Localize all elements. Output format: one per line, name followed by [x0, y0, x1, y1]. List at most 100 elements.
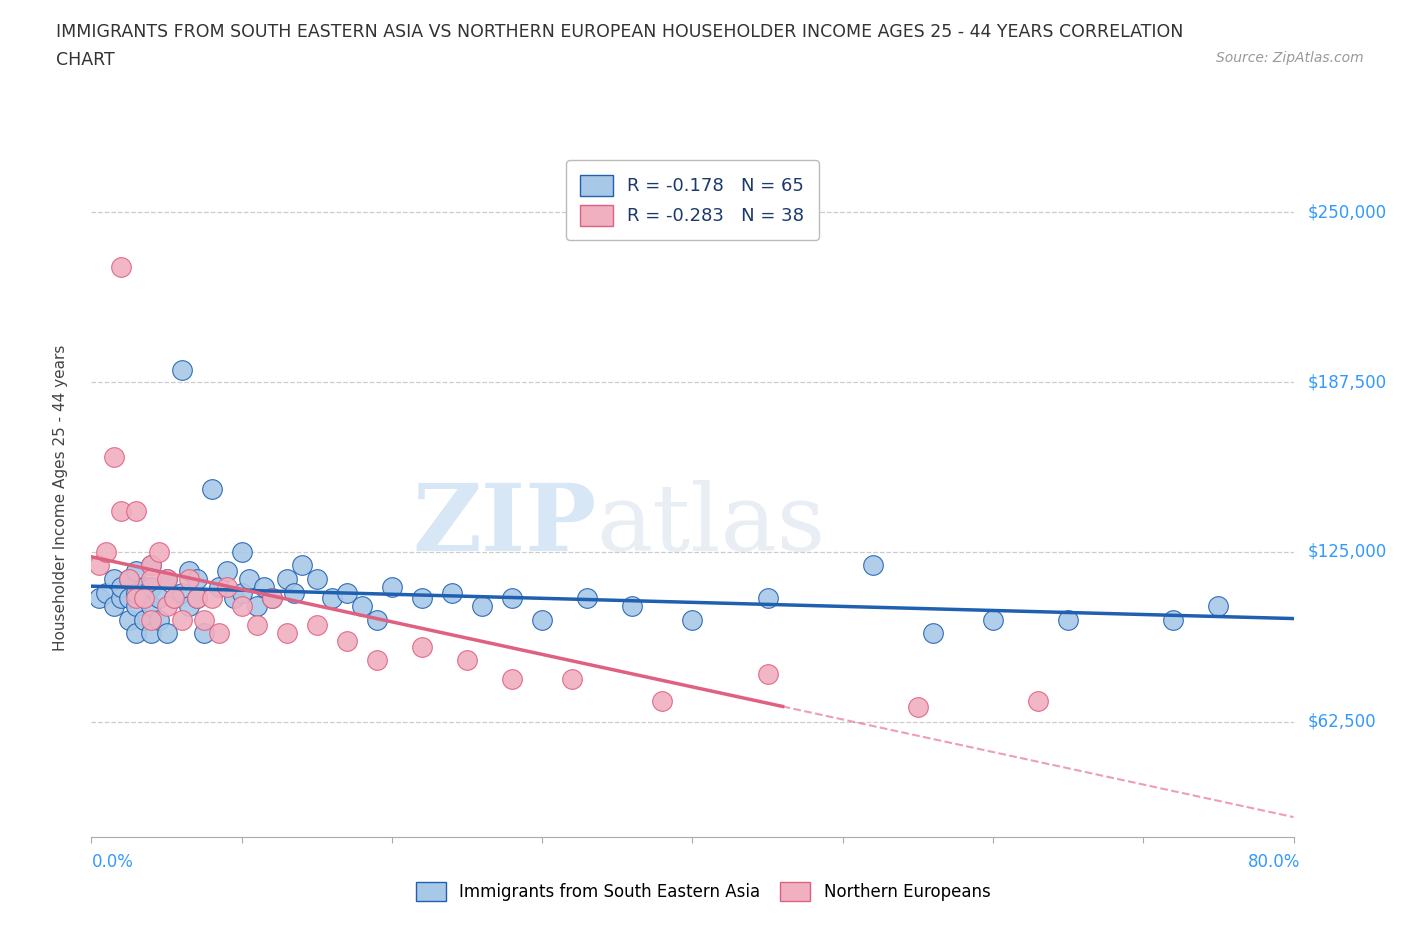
Point [186, 591, 208, 605]
Point [576, 591, 599, 605]
Point [501, 672, 523, 687]
Point [170, 363, 193, 378]
Point [531, 612, 554, 627]
Point [501, 591, 523, 605]
Point [456, 653, 478, 668]
Point [103, 449, 125, 464]
Point [246, 618, 269, 632]
Point [246, 599, 269, 614]
Point [1161, 612, 1184, 627]
Text: 80.0%: 80.0% [1249, 853, 1301, 870]
Point [125, 591, 148, 605]
Point [170, 585, 193, 600]
Point [125, 504, 148, 519]
Point [1208, 599, 1230, 614]
Point [471, 599, 494, 614]
Text: IMMIGRANTS FROM SOUTH EASTERN ASIA VS NORTHERN EUROPEAN HOUSEHOLDER INCOME AGES : IMMIGRANTS FROM SOUTH EASTERN ASIA VS NO… [56, 23, 1184, 41]
Point [125, 626, 148, 641]
Point [681, 612, 703, 627]
Point [193, 626, 215, 641]
Point [756, 591, 779, 605]
Point [163, 591, 186, 605]
Point [118, 572, 141, 587]
Point [170, 612, 193, 627]
Point [87, 558, 110, 573]
Point [1057, 612, 1080, 627]
Point [336, 585, 359, 600]
Point [132, 579, 155, 594]
Point [253, 579, 276, 594]
Point [110, 591, 132, 605]
Point [411, 640, 433, 655]
Point [350, 599, 373, 614]
Point [366, 612, 388, 627]
Point [231, 544, 253, 559]
Text: $250,000: $250,000 [1308, 204, 1386, 221]
Point [155, 572, 177, 587]
Point [125, 564, 148, 578]
Point [201, 591, 224, 605]
Point [96, 585, 118, 600]
Text: $62,500: $62,500 [1308, 712, 1376, 731]
Point [186, 572, 208, 587]
Point [103, 599, 125, 614]
Point [177, 599, 200, 614]
Point [118, 572, 141, 587]
Point [132, 612, 155, 627]
Point [922, 626, 945, 641]
Point [260, 591, 283, 605]
Point [208, 626, 231, 641]
Point [231, 585, 253, 600]
Point [231, 599, 253, 614]
Point [141, 572, 163, 587]
Point [141, 612, 163, 627]
Text: $187,500: $187,500 [1308, 373, 1386, 392]
Point [336, 634, 359, 649]
Text: $125,000: $125,000 [1308, 543, 1386, 561]
Point [141, 558, 163, 573]
Point [125, 585, 148, 600]
Point [291, 558, 314, 573]
Point [148, 612, 170, 627]
Point [193, 612, 215, 627]
Point [148, 544, 170, 559]
Point [366, 653, 388, 668]
Point [155, 572, 177, 587]
Point [321, 591, 343, 605]
Point [118, 612, 141, 627]
Point [155, 599, 177, 614]
Point [305, 572, 328, 587]
Text: ZIP: ZIP [412, 480, 596, 570]
Point [186, 591, 208, 605]
Point [110, 504, 132, 519]
Text: atlas: atlas [596, 480, 825, 570]
Point [163, 591, 186, 605]
Y-axis label: Householder Income Ages 25 - 44 years: Householder Income Ages 25 - 44 years [53, 344, 67, 651]
Point [381, 579, 404, 594]
Point [141, 558, 163, 573]
Point [177, 572, 200, 587]
Point [907, 699, 929, 714]
Point [96, 544, 118, 559]
Point [110, 579, 132, 594]
Point [155, 626, 177, 641]
Point [132, 591, 155, 605]
Point [224, 591, 246, 605]
Point [110, 259, 132, 274]
Point [87, 591, 110, 605]
Point [260, 591, 283, 605]
Point [561, 672, 583, 687]
Text: Source: ZipAtlas.com: Source: ZipAtlas.com [1216, 51, 1364, 65]
Point [621, 599, 644, 614]
Legend: R = -0.178   N = 65, R = -0.283   N = 38: R = -0.178 N = 65, R = -0.283 N = 38 [567, 160, 818, 240]
Point [215, 564, 238, 578]
Point [756, 667, 779, 682]
Point [141, 599, 163, 614]
Point [305, 618, 328, 632]
Point [440, 585, 463, 600]
Point [215, 579, 238, 594]
Point [125, 599, 148, 614]
Point [862, 558, 884, 573]
Point [238, 572, 260, 587]
Point [411, 591, 433, 605]
